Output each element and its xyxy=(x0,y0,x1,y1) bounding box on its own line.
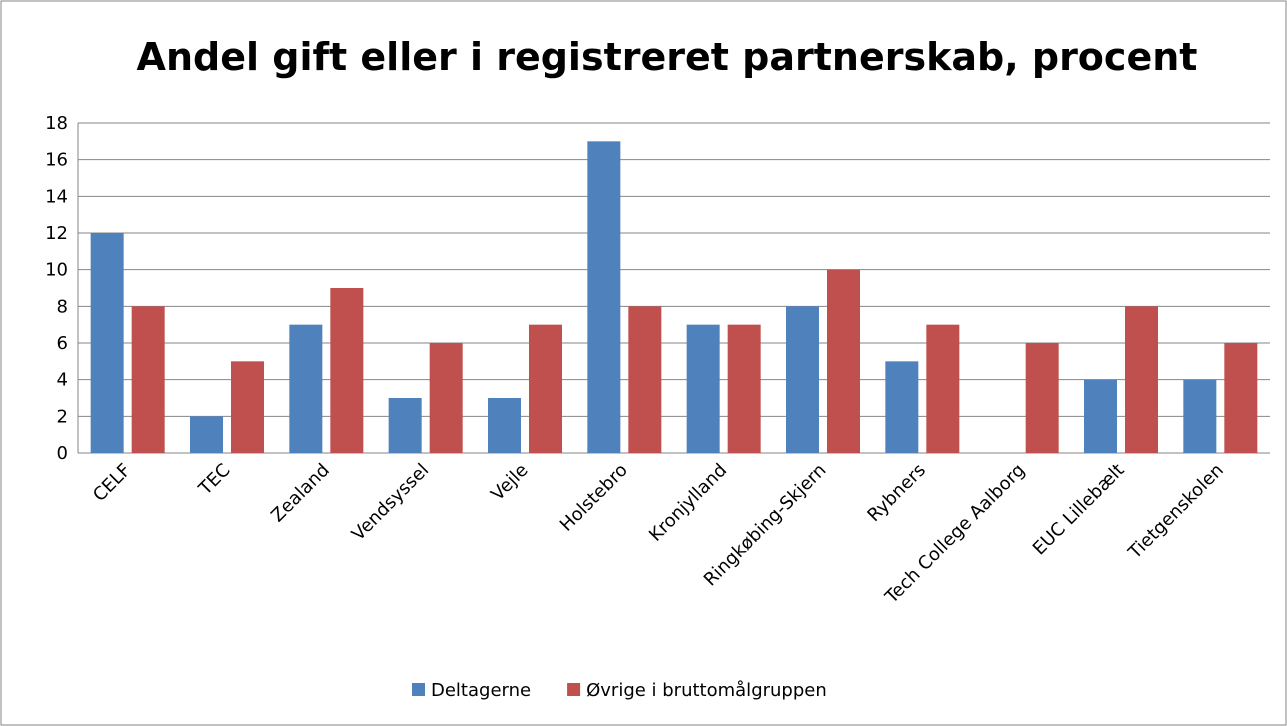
y-tick-label: 18 xyxy=(45,113,68,134)
y-tick-label: 2 xyxy=(57,406,68,427)
bar xyxy=(388,398,422,453)
y-tick-label: 14 xyxy=(45,186,68,207)
y-tick-label: 0 xyxy=(57,443,68,464)
bar xyxy=(926,324,960,453)
bar xyxy=(289,324,323,453)
bar xyxy=(488,398,521,453)
bar xyxy=(727,324,761,453)
bar xyxy=(529,324,562,453)
bar xyxy=(587,141,621,454)
bar xyxy=(131,306,165,453)
legend-swatch xyxy=(412,683,425,696)
bar xyxy=(1025,343,1059,453)
legend-label: Øvrige i bruttomålgruppen xyxy=(586,680,827,701)
bar xyxy=(628,306,662,453)
bar xyxy=(429,343,463,453)
legend-swatch xyxy=(567,683,581,696)
bar xyxy=(90,233,124,453)
bar xyxy=(1224,343,1258,453)
bar xyxy=(686,324,720,453)
bar xyxy=(190,416,223,453)
bar xyxy=(330,288,364,453)
y-tick-label: 8 xyxy=(57,296,68,317)
bar xyxy=(231,361,264,453)
bar xyxy=(1125,306,1158,453)
bar xyxy=(827,269,860,453)
bar xyxy=(885,361,919,453)
bar xyxy=(786,306,819,453)
y-tick-label: 6 xyxy=(57,333,68,354)
y-tick-label: 16 xyxy=(45,150,68,171)
legend-label: Deltagerne xyxy=(431,680,531,701)
y-tick-label: 12 xyxy=(45,223,68,244)
chart-title: Andel gift eller i registreret partnersk… xyxy=(137,35,1198,79)
bar xyxy=(1084,379,1117,453)
bar xyxy=(1183,379,1217,453)
y-tick-label: 4 xyxy=(57,370,68,391)
y-tick-label: 10 xyxy=(45,260,68,281)
